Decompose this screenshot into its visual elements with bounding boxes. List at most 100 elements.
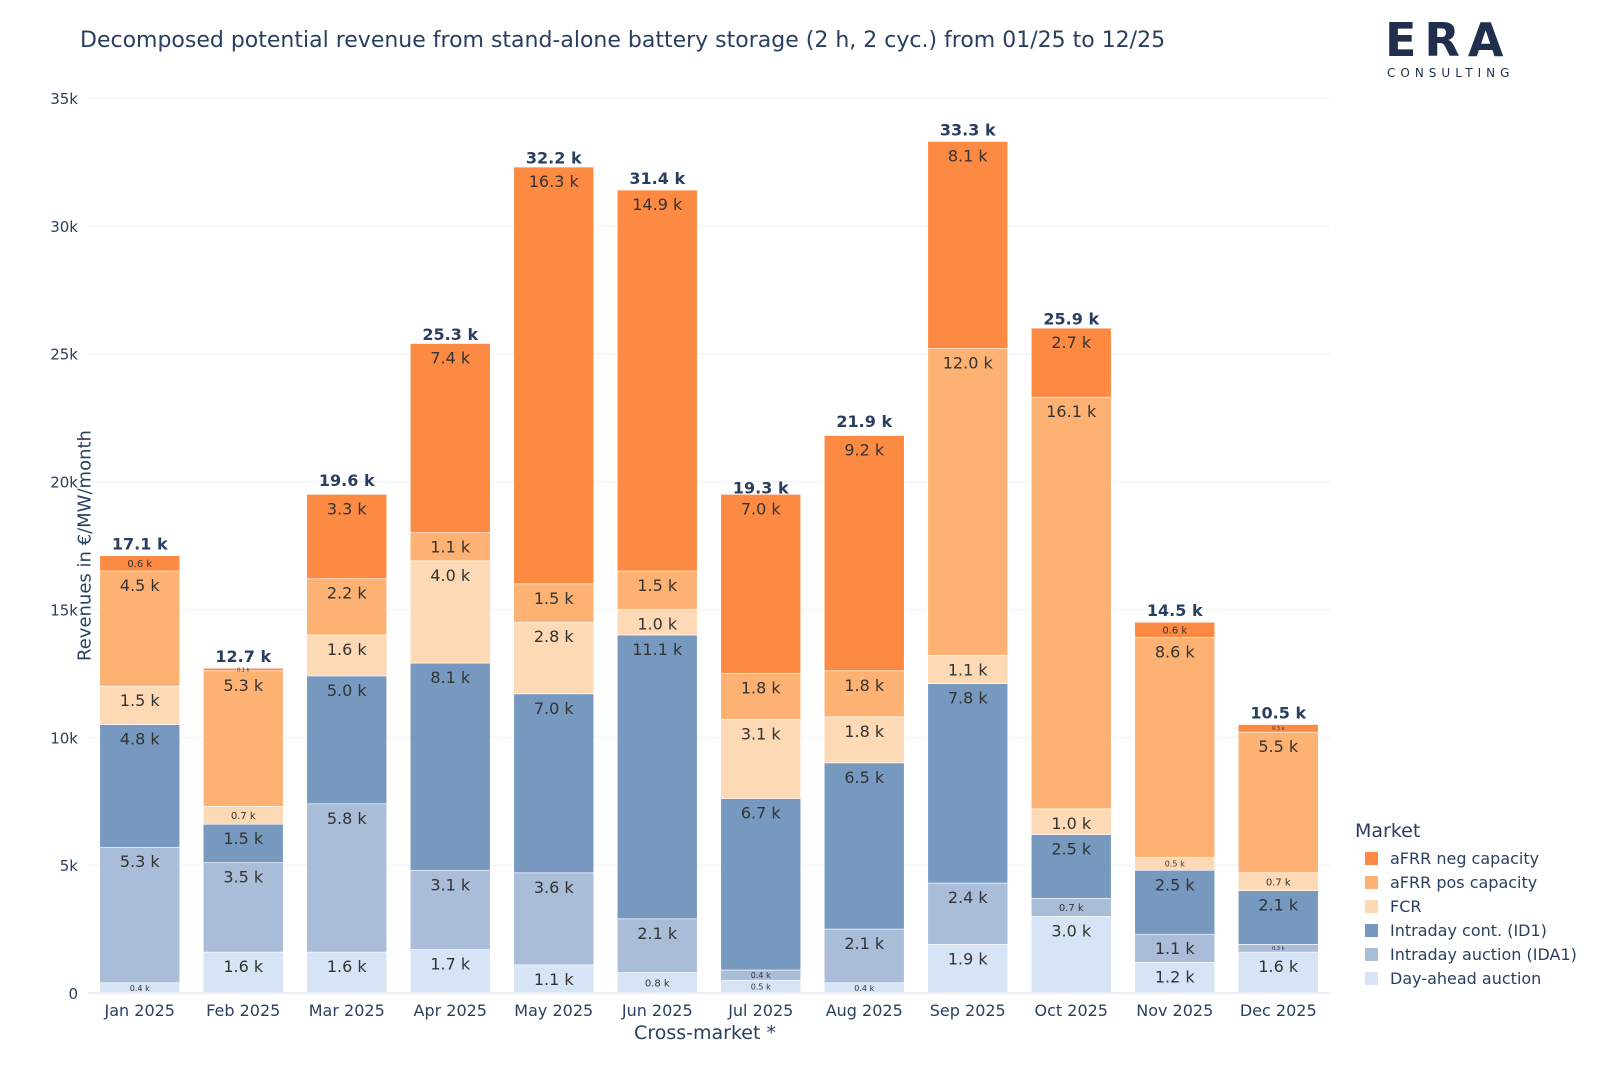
bar-value-label: 1.1 k xyxy=(1155,939,1196,958)
bar-value-label: 0.4 k xyxy=(130,984,150,993)
bar-value-label: 2.8 k xyxy=(534,627,575,646)
bar-value-label: 1.0 k xyxy=(637,614,678,633)
bar-value-label: 8.1 k xyxy=(430,668,471,687)
bar-value-label: 1.6 k xyxy=(1258,957,1299,976)
bar-segment[interactable] xyxy=(1030,327,1112,398)
bar-value-label: 4.0 k xyxy=(430,566,471,585)
bar-segment[interactable] xyxy=(306,803,388,953)
legend-swatch xyxy=(1365,899,1378,913)
bar-segment[interactable] xyxy=(1237,731,1319,874)
bar-value-label: 3.5 k xyxy=(223,868,264,887)
legend-item[interactable]: Intraday cont. (ID1) xyxy=(1355,918,1577,942)
bar-segment[interactable] xyxy=(1134,933,1216,963)
legend-item[interactable]: aFRR neg capacity xyxy=(1355,846,1577,870)
bar-segment[interactable] xyxy=(927,944,1009,994)
legend-item[interactable]: aFRR pos capacity xyxy=(1355,870,1577,894)
bar-segment[interactable] xyxy=(99,846,181,984)
bar-segment[interactable] xyxy=(306,675,388,805)
bar-segment[interactable] xyxy=(409,560,491,664)
bar-segment[interactable] xyxy=(1134,621,1216,638)
bar-total-label: 21.9 k xyxy=(836,412,892,431)
bar-value-label: 7.0 k xyxy=(741,499,782,518)
bar-value-label: 7.0 k xyxy=(534,699,575,718)
bar-segment[interactable] xyxy=(513,872,595,966)
bar-value-label: 5.3 k xyxy=(120,852,161,871)
logo-subtitle: CONSULTING xyxy=(1387,66,1515,80)
bar-total-label: 19.6 k xyxy=(319,471,375,490)
bar-segment[interactable] xyxy=(409,869,491,950)
bar-value-label: 4.8 k xyxy=(120,730,161,749)
bar-value-label: 2.1 k xyxy=(844,934,885,953)
bar-segment[interactable] xyxy=(823,435,905,672)
bar-segment[interactable] xyxy=(513,166,595,585)
bar-segment[interactable] xyxy=(1237,890,1319,945)
bar-value-label: 1.5 k xyxy=(223,829,264,848)
bar-segment[interactable] xyxy=(616,609,698,636)
legend-item[interactable]: Intraday auction (IDA1) xyxy=(1355,942,1577,966)
bar-segment[interactable] xyxy=(927,141,1009,349)
bar-segment[interactable] xyxy=(1030,808,1112,835)
legend-item[interactable]: FCR xyxy=(1355,894,1577,918)
bar-segment[interactable] xyxy=(1030,915,1112,994)
bar-value-label: 7.4 k xyxy=(430,348,471,367)
x-axis-title: Cross-market * xyxy=(634,1022,776,1044)
bar-segment[interactable] xyxy=(1237,724,1319,733)
bar-segment[interactable] xyxy=(1030,834,1112,899)
bar-segment[interactable] xyxy=(306,578,388,636)
bar-segment[interactable] xyxy=(720,673,802,720)
y-tick-label: 35k xyxy=(50,90,78,108)
legend-item[interactable]: Day-ahead auction xyxy=(1355,966,1577,990)
x-tick-label: May 2025 xyxy=(514,1001,593,1020)
bar-segment[interactable] xyxy=(1237,951,1319,994)
bar-value-label: 7.8 k xyxy=(948,689,989,708)
bar-segment[interactable] xyxy=(99,570,181,687)
bar-segment[interactable] xyxy=(823,928,905,984)
bar-value-label: 3.1 k xyxy=(741,724,782,743)
bar-segment[interactable] xyxy=(927,348,1009,656)
x-tick-label: Mar 2025 xyxy=(309,1001,385,1020)
x-tick-label: Oct 2025 xyxy=(1035,1001,1108,1020)
bar-segment[interactable] xyxy=(513,583,595,623)
legend-label: FCR xyxy=(1390,896,1422,916)
bar-segment[interactable] xyxy=(202,823,284,863)
bar-segment[interactable] xyxy=(409,662,491,871)
bar-segment[interactable] xyxy=(202,667,284,672)
bar-value-label: 1.8 k xyxy=(844,722,885,741)
bar-value-label: 1.1 k xyxy=(430,538,471,557)
bar-segment[interactable] xyxy=(720,494,802,674)
bar-value-label: 0.3 k xyxy=(1272,726,1285,732)
bar-segment[interactable] xyxy=(306,634,388,677)
bar-segment[interactable] xyxy=(409,532,491,562)
bar-value-label: 0.7 k xyxy=(231,811,256,822)
bar-segment[interactable] xyxy=(927,683,1009,884)
bar-total-label: 25.9 k xyxy=(1043,310,1099,329)
bar-segment[interactable] xyxy=(99,555,181,572)
bar-segment[interactable] xyxy=(513,621,595,695)
bar-value-label: 0.5 k xyxy=(1165,860,1185,869)
bar-segment[interactable] xyxy=(202,951,284,994)
bar-segment[interactable] xyxy=(306,951,388,994)
bar-segment[interactable] xyxy=(616,189,698,572)
bar-segment[interactable] xyxy=(823,670,905,718)
bar-layer xyxy=(99,141,1319,994)
bar-value-label: 1.5 k xyxy=(120,691,161,710)
era-consulting-logo: ERA CONSULTING xyxy=(1385,14,1525,84)
bar-segment[interactable] xyxy=(720,798,802,971)
bar-segment[interactable] xyxy=(409,949,491,994)
y-tick-label: 15k xyxy=(50,601,78,619)
bar-segment[interactable] xyxy=(1134,637,1216,858)
bar-segment[interactable] xyxy=(1030,396,1112,810)
legend-items: aFRR neg capacity aFRR pos capacity FCR Int… xyxy=(1355,846,1577,990)
bar-segment[interactable] xyxy=(409,343,491,534)
legend-label: Day-ahead auction xyxy=(1390,968,1542,988)
bar-segment[interactable] xyxy=(513,964,595,994)
bar-segment[interactable] xyxy=(513,693,595,874)
bar-segment[interactable] xyxy=(202,670,284,807)
bar-segment[interactable] xyxy=(616,634,698,920)
bar-segment[interactable] xyxy=(1134,962,1216,994)
bar-total-label: 25.3 k xyxy=(422,325,478,344)
bar-segment[interactable] xyxy=(823,762,905,930)
bar-total-label: 12.7 k xyxy=(215,647,271,666)
bar-segment[interactable] xyxy=(306,494,388,580)
